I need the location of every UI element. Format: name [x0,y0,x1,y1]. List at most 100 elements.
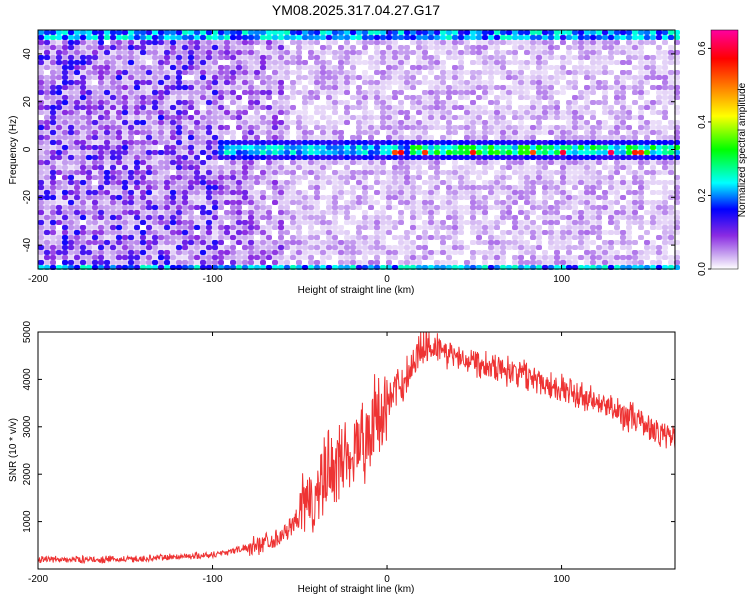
heatmap-cell [218,80,224,85]
heatmap-cell [518,255,524,260]
heatmap-cell [488,70,494,75]
heatmap-cell [266,145,272,150]
heatmap-cell [194,75,200,80]
heatmap-cell [308,45,314,50]
heatmap-cell [440,35,446,40]
heatmap-cell [50,200,56,205]
heatmap-cell [104,85,110,90]
heatmap-cell [164,230,170,235]
heatmap-cell [566,45,572,50]
heatmap-cell [632,180,638,185]
heatmap-cell [632,145,638,150]
heatmap-cell [572,75,578,80]
heatmap-cell [302,155,308,160]
heatmap-cell [560,155,566,160]
heatmap-cell [44,220,50,225]
heatmap-cell [644,40,650,45]
heatmap-cell [368,80,374,85]
heatmap-cell [212,90,218,95]
heatmap-cell [74,45,80,50]
heatmap-cell [356,155,362,160]
heatmap-cell [332,40,338,45]
heatmap-cell [122,245,128,250]
heatmap-cell [194,115,200,120]
heatmap-cell [38,210,44,215]
heatmap-cell [236,200,242,205]
heatmap-cell [464,90,470,95]
heatmap-cell [566,85,572,90]
heatmap-cell [386,190,392,195]
heatmap-cell [308,55,314,60]
heatmap-cell [302,30,308,35]
heatmap-cell [116,140,122,145]
heatmap-cell [632,170,638,175]
heatmap-cell [584,30,590,35]
heatmap-cell [578,235,584,240]
heatmap-cell [464,145,470,150]
heatmap-cell [632,35,638,40]
heatmap-cell [548,35,554,40]
heatmap-cell [392,205,398,210]
heatmap-cell [506,145,512,150]
heatmap-cell [560,245,566,250]
heatmap-cell [302,125,308,130]
heatmap-cell [512,35,518,40]
heatmap-cell [182,70,188,75]
heatmap-cell [368,135,374,140]
heatmap-cell [290,95,296,100]
heatmap-cell [650,40,656,45]
heatmap-cell [416,245,422,250]
heatmap-cell [254,135,260,140]
heatmap-cell [446,130,452,135]
heatmap-cell [662,255,668,260]
heatmap-cell [62,225,68,230]
heatmap-cell [116,50,122,55]
heatmap-cell [194,165,200,170]
heatmap-cell [320,165,326,170]
heatmap-cell [338,240,344,245]
heatmap-cell [518,105,524,110]
heatmap-cell [344,145,350,150]
heatmap-cell [158,105,164,110]
heatmap-cell [614,180,620,185]
heatmap-cell [482,110,488,115]
heatmap-cell [506,95,512,100]
heatmap-cell [500,105,506,110]
heatmap-cell [668,255,674,260]
heatmap-cell [602,85,608,90]
heatmap-cell [272,110,278,115]
heatmap-cell [152,195,158,200]
heatmap-cell [206,35,212,40]
heatmap-cell [464,205,470,210]
heatmap-cell [176,120,182,125]
heatmap-cell [452,210,458,215]
heatmap-cell [386,105,392,110]
heatmap-cell [56,60,62,65]
bottom-ytick-label: 1000 [22,510,33,533]
heatmap-cell [452,115,458,120]
heatmap-cell [578,200,584,205]
heatmap-cell [110,70,116,75]
colorbar-gradient [710,29,739,270]
heatmap-cell [206,155,212,160]
heatmap-cell [434,125,440,130]
heatmap-cell [188,90,194,95]
heatmap-cell [602,195,608,200]
heatmap-cell [74,35,80,40]
heatmap-cell [494,60,500,65]
heatmap-cell [158,190,164,195]
heatmap-cell [164,260,170,265]
heatmap-cell [338,45,344,50]
heatmap-cell [632,80,638,85]
heatmap-cell [272,160,278,165]
heatmap-cell [44,30,50,35]
heatmap-cell [98,220,104,225]
heatmap-cell [380,105,386,110]
heatmap-cell [212,175,218,180]
heatmap-cell [416,225,422,230]
heatmap-cell [662,110,668,115]
heatmap-cell [188,40,194,45]
heatmap-cell [110,145,116,150]
heatmap-cell [488,220,494,225]
heatmap-cell [140,175,146,180]
